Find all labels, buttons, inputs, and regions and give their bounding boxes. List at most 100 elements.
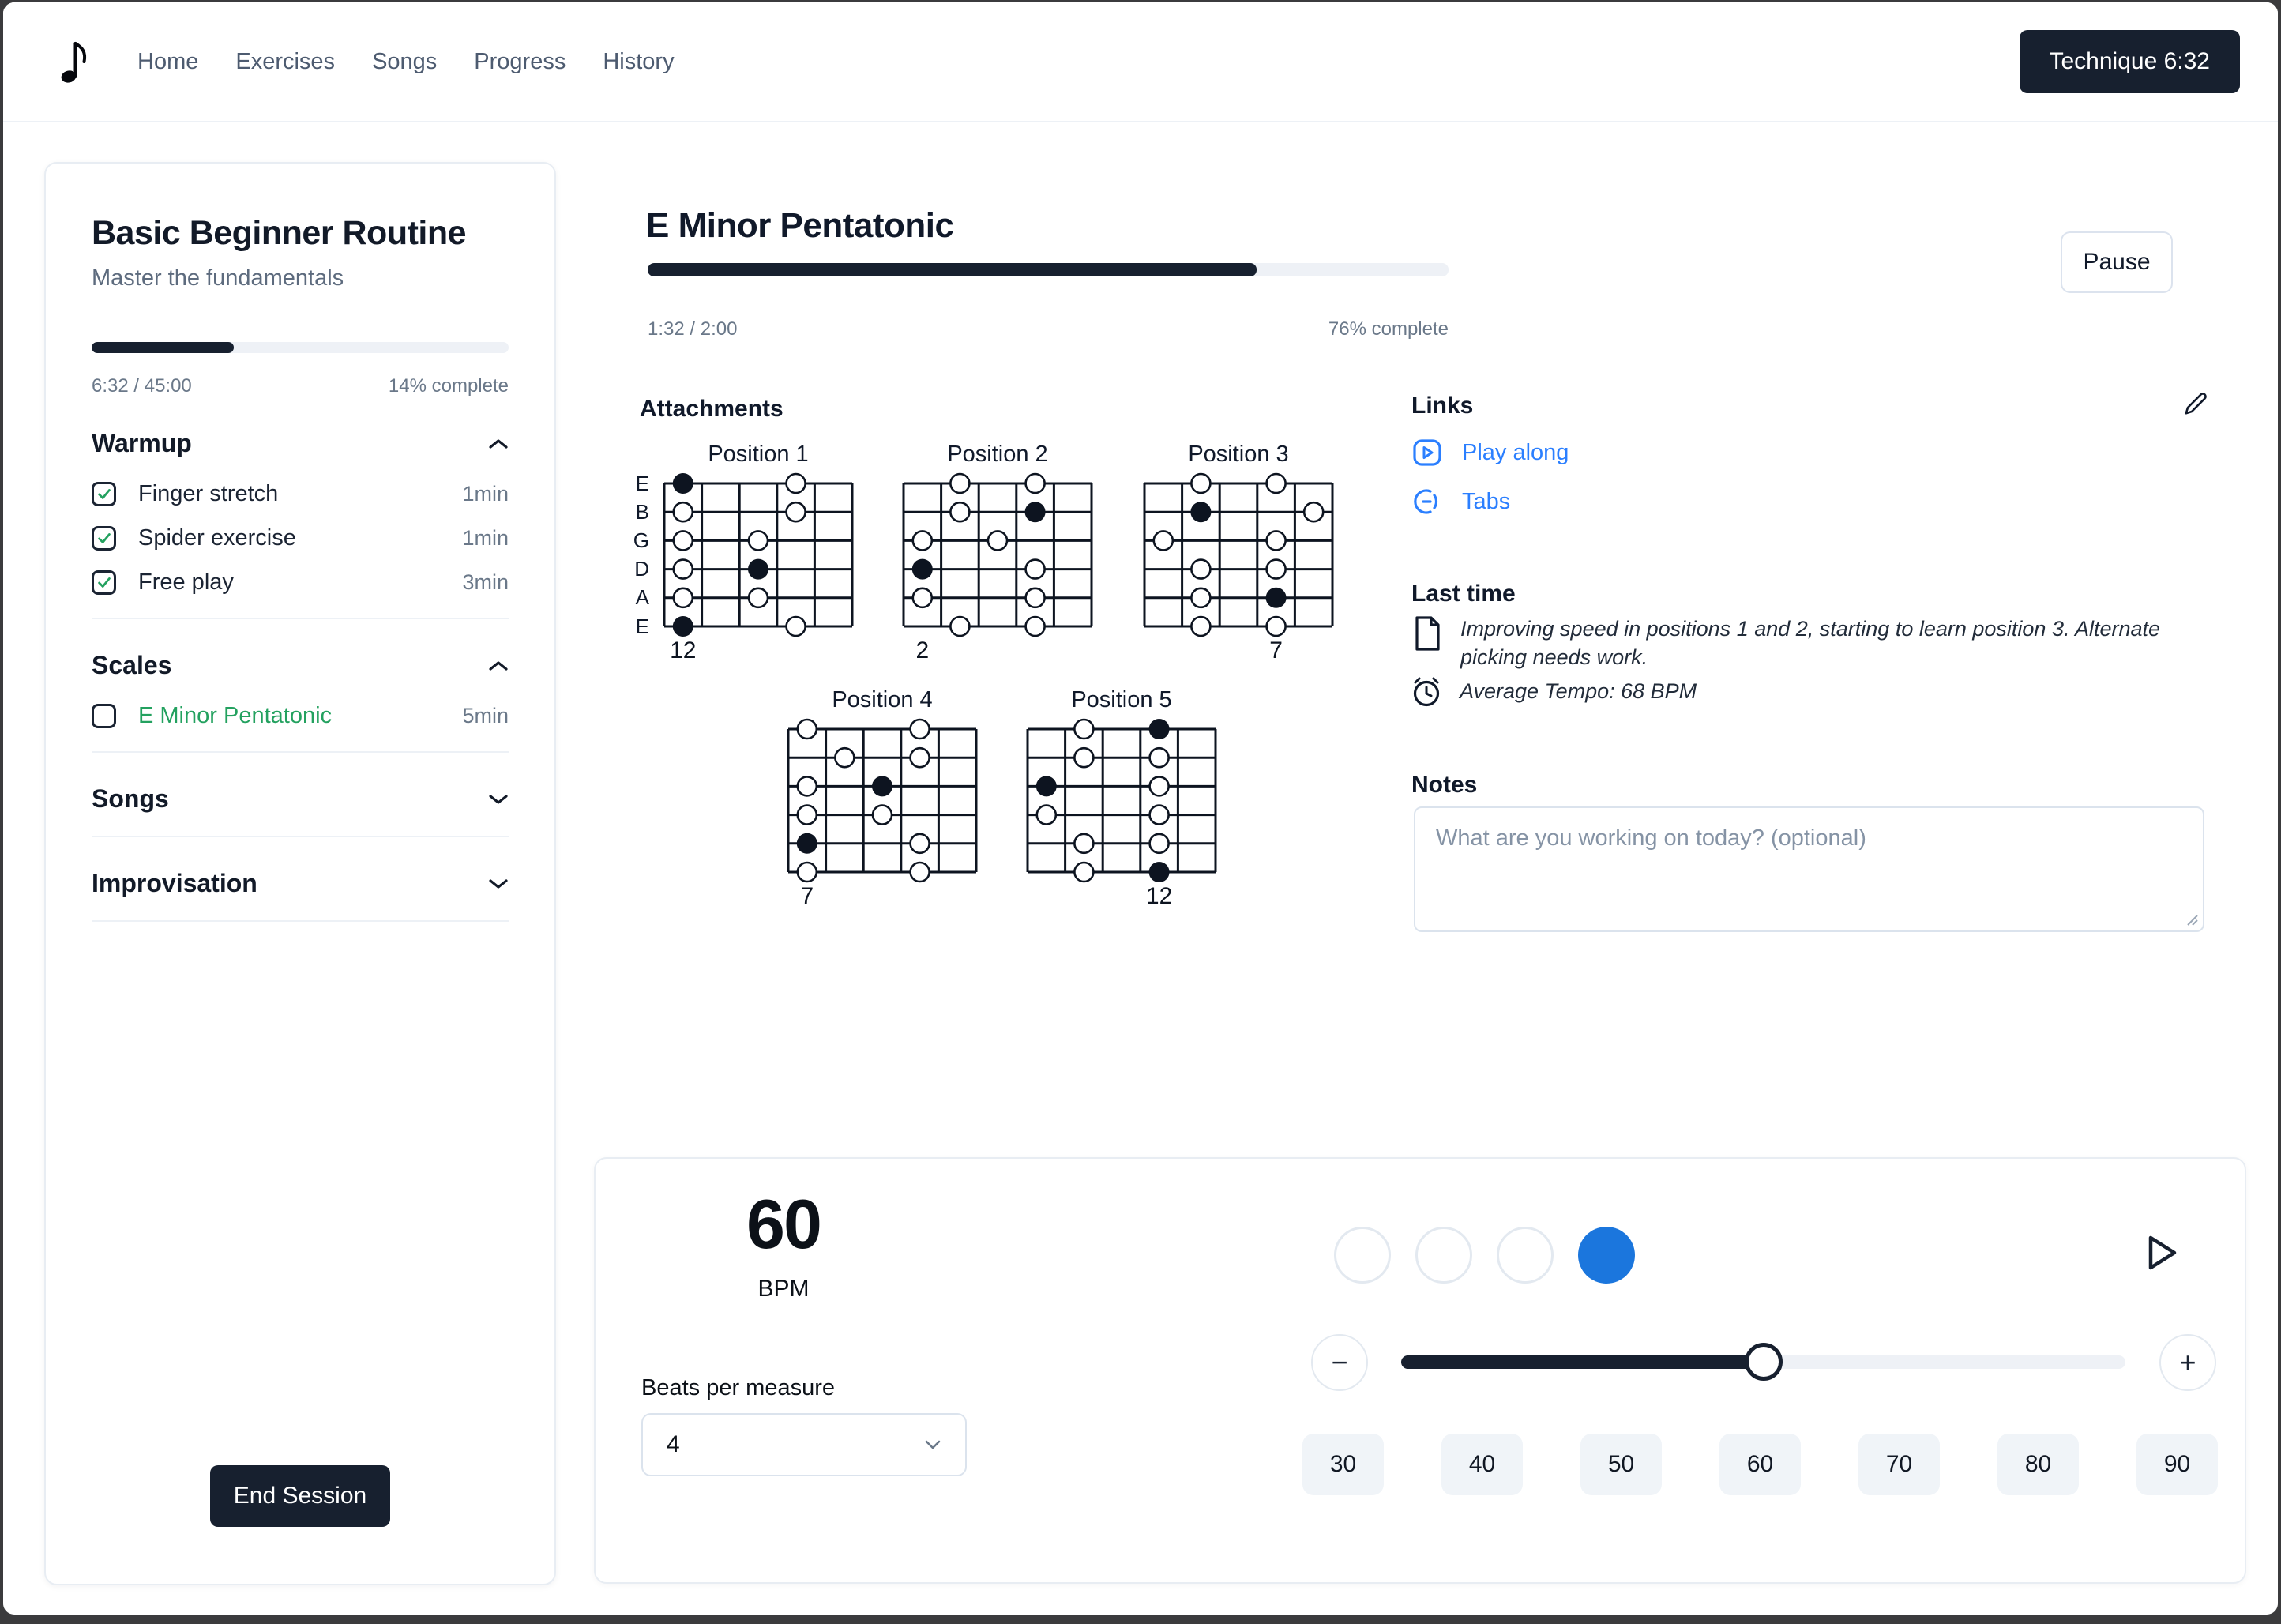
section-header-improvisation[interactable]: Improvisation — [92, 869, 509, 898]
routine-progress-bar — [92, 342, 509, 353]
svg-text:12: 12 — [670, 637, 696, 664]
exercise-progress-fill — [648, 263, 1257, 276]
tempo-slider-knob[interactable] — [1744, 1343, 1783, 1381]
string-label: G — [633, 528, 649, 552]
beat-dot — [1415, 1227, 1472, 1284]
nav-item-progress[interactable]: Progress — [474, 48, 566, 74]
fretboard-grid: 12 — [663, 472, 854, 669]
beat-dot — [1578, 1227, 1635, 1284]
chevron-up-icon — [488, 438, 509, 450]
last-time-note: Improving speed in positions 1 and 2, st… — [1411, 615, 2215, 671]
checkbox-unchecked[interactable] — [92, 703, 116, 728]
item-label: Free play — [138, 569, 234, 595]
exercise-times: 1:32 / 2:00 76% complete — [648, 318, 1449, 340]
tempo-preset-button[interactable]: 80 — [1997, 1434, 2079, 1495]
link-label: Tabs — [1462, 488, 1511, 514]
item-label-active[interactable]: E Minor Pentatonic — [138, 702, 333, 728]
metronome-panel — [594, 1157, 2246, 1584]
string-label: B — [635, 499, 649, 524]
pencil-icon[interactable] — [2181, 389, 2210, 418]
exercise-elapsed: 1:32 / 2:00 — [648, 318, 738, 340]
last-time-text: Improving speed in positions 1 and 2, st… — [1460, 617, 2161, 670]
checkbox-checked[interactable] — [92, 481, 116, 506]
nav-item-exercises[interactable]: Exercises — [235, 48, 336, 74]
video-play-icon — [1413, 439, 1441, 466]
attachments-heading: Attachments — [640, 396, 784, 422]
list-item: Spider exercise 1min — [92, 524, 509, 551]
eighth-note-icon — [61, 42, 87, 83]
diagram-title: Position 3 — [1188, 442, 1289, 467]
fretboard-grid: 7 — [1143, 472, 1334, 669]
checkbox-checked[interactable] — [92, 570, 116, 595]
string-label: D — [634, 557, 649, 581]
item-duration: 1min — [462, 525, 509, 550]
fret-diagram-position-5: Position 5 12 — [1026, 687, 1217, 915]
notes-input[interactable] — [1414, 806, 2204, 932]
list-item: Free play 3min — [92, 569, 509, 596]
file-icon — [1415, 616, 1440, 651]
section-header-scales[interactable]: Scales — [92, 651, 509, 680]
link-tabs[interactable]: Tabs — [1411, 486, 1510, 517]
beat-dot — [1497, 1227, 1554, 1284]
tempo-preset-button[interactable]: 50 — [1580, 1434, 1662, 1495]
tempo-decrease-button[interactable]: − — [1311, 1334, 1368, 1391]
diagram-title: Position 5 — [1071, 687, 1172, 712]
link-label: Play along — [1462, 439, 1569, 465]
section-header-warmup[interactable]: Warmup — [92, 429, 509, 458]
section-name: Warmup — [92, 429, 192, 457]
routine-title: Basic Beginner Routine — [92, 214, 467, 252]
divider — [92, 836, 509, 837]
last-time-heading: Last time — [1411, 581, 1516, 607]
metronome-play-button[interactable] — [2139, 1228, 2186, 1279]
chevron-down-icon — [488, 793, 509, 806]
svg-text:7: 7 — [800, 883, 814, 909]
exercise-progress-bar — [648, 263, 1449, 276]
exercise-title: E Minor Pentatonic — [646, 206, 954, 245]
scales-items: E Minor Pentatonic 5min — [92, 702, 509, 729]
chevron-up-icon — [488, 660, 509, 672]
average-tempo-text: Average Tempo: 68 BPM — [1460, 679, 1697, 703]
link-play-along[interactable]: Play along — [1411, 437, 1569, 468]
checkbox-checked[interactable] — [92, 525, 116, 551]
session-timer-badge[interactable]: Technique 6:32 — [2019, 30, 2240, 93]
tempo-presets: 30 40 50 60 70 80 90 — [1302, 1434, 2218, 1495]
routine-progress-fill — [92, 342, 234, 353]
bpm-value: 60 — [746, 1185, 822, 1263]
fretboard-grid: 12 — [1026, 717, 1217, 915]
beat-dot — [1334, 1227, 1391, 1284]
nav-items: Home Exercises Songs Progress History — [137, 49, 675, 75]
routine-card: Basic Beginner Routine Master the fundam… — [44, 162, 556, 1585]
diagram-title: Position 2 — [947, 442, 1048, 467]
link-icon — [1414, 489, 1438, 514]
end-session-button[interactable]: End Session — [210, 1465, 390, 1527]
section-header-songs[interactable]: Songs — [92, 784, 509, 814]
exercise-complete: 76% complete — [1328, 318, 1449, 340]
divider — [92, 618, 509, 619]
tempo-preset-button[interactable]: 90 — [2136, 1434, 2218, 1495]
tempo-preset-button[interactable]: 30 — [1302, 1434, 1384, 1495]
list-item: E Minor Pentatonic 5min — [92, 702, 509, 729]
item-duration: 3min — [462, 570, 509, 594]
fret-diagram-position-2: Position 2 2 — [902, 442, 1093, 669]
last-time-tempo: Average Tempo: 68 BPM — [1409, 672, 1697, 710]
nav-item-songs[interactable]: Songs — [372, 48, 438, 74]
tempo-slider-fill — [1401, 1355, 1764, 1369]
diagram-title: Position 4 — [832, 687, 933, 712]
nav-item-home[interactable]: Home — [137, 48, 199, 74]
tempo-preset-button[interactable]: 60 — [1719, 1434, 1801, 1495]
divider — [92, 920, 509, 922]
beats-per-measure-label: Beats per measure — [641, 1375, 836, 1400]
tempo-preset-button[interactable]: 40 — [1441, 1434, 1523, 1495]
pause-button[interactable]: Pause — [2061, 231, 2173, 293]
string-label: E — [635, 614, 649, 638]
divider — [92, 751, 509, 753]
tempo-preset-button[interactable]: 70 — [1858, 1434, 1940, 1495]
nav-item-history[interactable]: History — [603, 48, 675, 74]
beat-indicators — [1334, 1227, 1635, 1284]
tempo-increase-button[interactable]: + — [2159, 1334, 2216, 1391]
tempo-slider[interactable] — [1401, 1343, 2125, 1381]
beats-per-measure-select[interactable]: 4 — [641, 1413, 967, 1476]
item-duration: 5min — [462, 703, 509, 727]
svg-text:7: 7 — [1269, 637, 1283, 664]
section-name: Scales — [92, 651, 172, 679]
